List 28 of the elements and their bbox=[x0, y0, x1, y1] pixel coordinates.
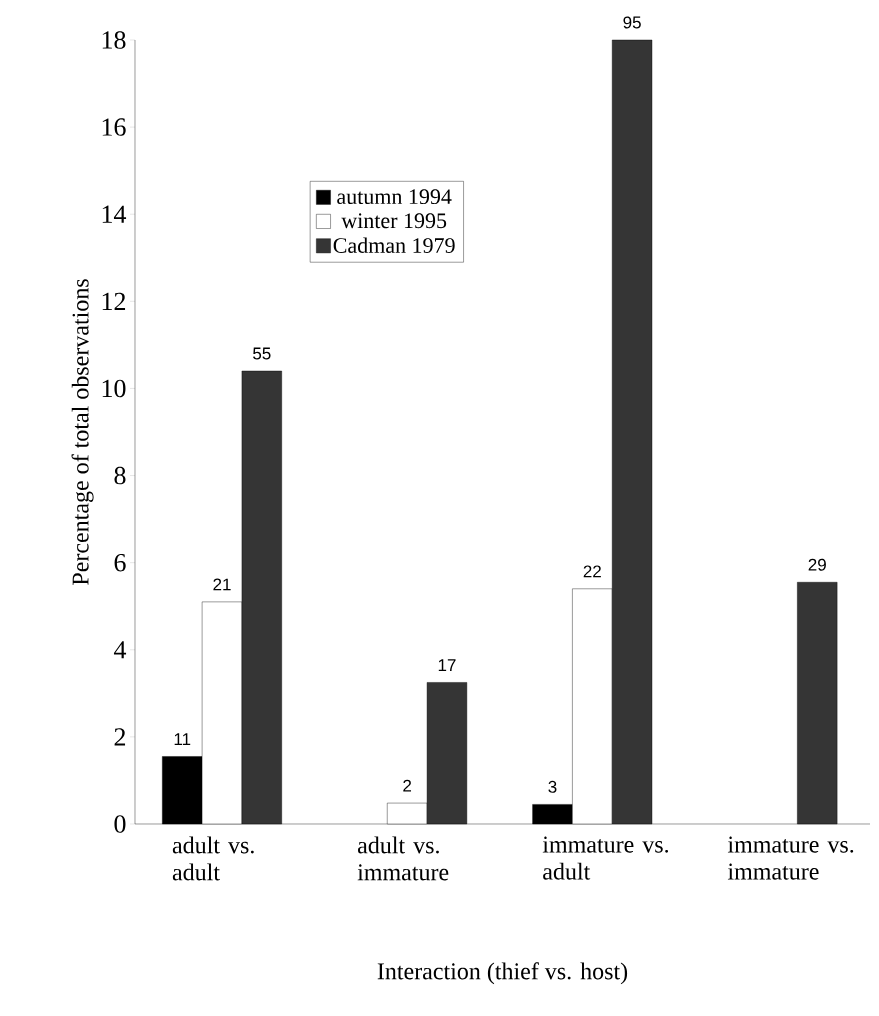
annotation: 2 bbox=[403, 779, 412, 792]
y-tick-label: 0 bbox=[114, 815, 126, 833]
x-tick-label: immature vs. adult bbox=[542, 836, 669, 880]
y-tick-label: 8 bbox=[114, 466, 126, 485]
annotation: 3 bbox=[548, 780, 557, 793]
y-tick-label: 2 bbox=[114, 728, 126, 746]
annotation: 22 bbox=[583, 565, 601, 578]
annotation: 17 bbox=[438, 659, 456, 671]
x-tick-label: adult vs. adult bbox=[172, 836, 254, 881]
x-axis-title: Interaction (thief vs. host) bbox=[377, 962, 628, 985]
text: 95 bbox=[623, 16, 641, 29]
y-tick-label: 14 bbox=[102, 205, 127, 223]
legend-label: Cadman 1979 bbox=[333, 237, 455, 253]
annotation: 55 bbox=[253, 347, 271, 360]
x-tick-label: immature vs. immature bbox=[727, 836, 854, 880]
y-tick-label: 10 bbox=[102, 379, 126, 398]
annotation: 29 bbox=[808, 558, 826, 571]
legend-label: winter 1995 bbox=[341, 213, 447, 229]
x-tick-label: adult vs. immature bbox=[357, 836, 449, 881]
y-axis-title: Percentage of total observations bbox=[71, 279, 94, 585]
y-tick-label: 6 bbox=[114, 553, 126, 572]
annotation: 11 bbox=[174, 733, 191, 745]
legend-label: autumn 1994 bbox=[337, 189, 452, 205]
annotation: 21 bbox=[213, 578, 231, 591]
y-tick-label: 12 bbox=[102, 292, 126, 310]
y-tick-label: 16 bbox=[102, 118, 126, 136]
y-tick-label: 18 bbox=[102, 31, 126, 49]
y-tick-label: 4 bbox=[113, 641, 127, 659]
